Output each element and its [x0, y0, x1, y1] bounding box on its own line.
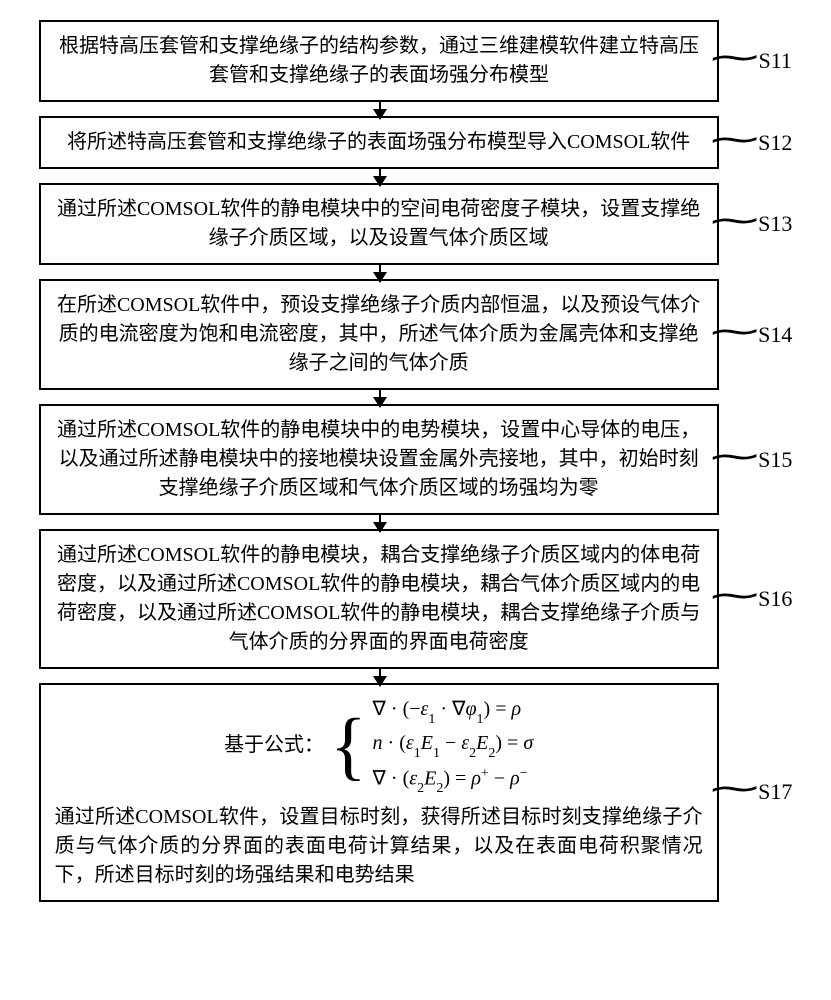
step-box-s15: 通过所述COMSOL软件的静电模块中的电势模块，设置中心导体的电压，以及通过所述… [39, 404, 719, 515]
step-box-s11: 根据特高压套管和支撑绝缘子的结构参数，通过三维建模软件建立特高压套管和支撑绝缘子… [39, 20, 719, 102]
step-row-s13: 通过所述COMSOL软件的静电模块中的空间电荷密度子模块，设置支撑绝缘子介质区域… [10, 183, 821, 265]
step-row-s17: 基于公式： { ∇ · (−ε1 · ∇φ1) = ρ n · (ε1E1 − … [10, 683, 821, 902]
left-brace-icon: { [330, 712, 366, 780]
step-row-s15: 通过所述COMSOL软件的静电模块中的电势模块，设置中心导体的电压，以及通过所述… [10, 404, 821, 515]
step-box-s13: 通过所述COMSOL软件的静电模块中的空间电荷密度子模块，设置支撑绝缘子介质区域… [39, 183, 719, 265]
tilde-icon: ∼ [695, 42, 774, 76]
formula-header: 基于公式： { ∇ · (−ε1 · ∇φ1) = ρ n · (ε1E1 − … [55, 695, 703, 797]
step-box-s16: 通过所述COMSOL软件的静电模块，耦合支撑绝缘子介质区域内的体电荷密度，以及通… [39, 529, 719, 669]
flowchart: 根据特高压套管和支撑绝缘子的结构参数，通过三维建模软件建立特高压套管和支撑绝缘子… [10, 20, 821, 902]
arrow-icon [379, 513, 381, 531]
equation-2: n · (ε1E1 − ε2E2) = σ [373, 729, 534, 761]
formula-brace-group: { ∇ · (−ε1 · ∇φ1) = ρ n · (ε1E1 − ε2E2) … [330, 695, 533, 797]
tilde-icon: ∼ [695, 773, 774, 807]
tilde-icon: ∼ [695, 441, 774, 475]
tilde-icon: ∼ [695, 580, 774, 614]
step-box-s12: 将所述特高压套管和支撑绝缘子的表面场强分布模型导入COMSOL软件 [39, 116, 719, 169]
arrow-icon [379, 263, 381, 281]
step-row-s11: 根据特高压套管和支撑绝缘子的结构参数，通过三维建模软件建立特高压套管和支撑绝缘子… [10, 20, 821, 102]
step-box-s17: 基于公式： { ∇ · (−ε1 · ∇φ1) = ρ n · (ε1E1 − … [39, 683, 719, 902]
arrow-icon [379, 100, 381, 118]
equation-3: ∇ · (ε2E2) = ρ+ − ρ− [373, 764, 534, 797]
formula-prefix: 基于公式： [224, 731, 324, 760]
tilde-icon: ∼ [695, 124, 774, 158]
step-row-s16: 通过所述COMSOL软件的静电模块，耦合支撑绝缘子介质区域内的体电荷密度，以及通… [10, 529, 821, 669]
step-box-s14: 在所述COMSOL软件中，预设支撑绝缘子介质内部恒温，以及预设气体介质的电流密度… [39, 279, 719, 390]
step-text-s17: 通过所述COMSOL软件，设置目标时刻，获得所述目标时刻支撑绝缘子介质与气体介质… [55, 803, 703, 890]
arrow-icon [379, 667, 381, 685]
tilde-icon: ∼ [695, 205, 774, 239]
equation-list: ∇ · (−ε1 · ∇φ1) = ρ n · (ε1E1 − ε2E2) = … [373, 695, 534, 797]
arrow-icon [379, 388, 381, 406]
step-row-s12: 将所述特高压套管和支撑绝缘子的表面场强分布模型导入COMSOL软件 ∼ S12 [10, 116, 821, 169]
equation-1: ∇ · (−ε1 · ∇φ1) = ρ [373, 695, 534, 727]
step-row-s14: 在所述COMSOL软件中，预设支撑绝缘子介质内部恒温，以及预设气体介质的电流密度… [10, 279, 821, 390]
arrow-icon [379, 167, 381, 185]
tilde-icon: ∼ [695, 316, 774, 350]
